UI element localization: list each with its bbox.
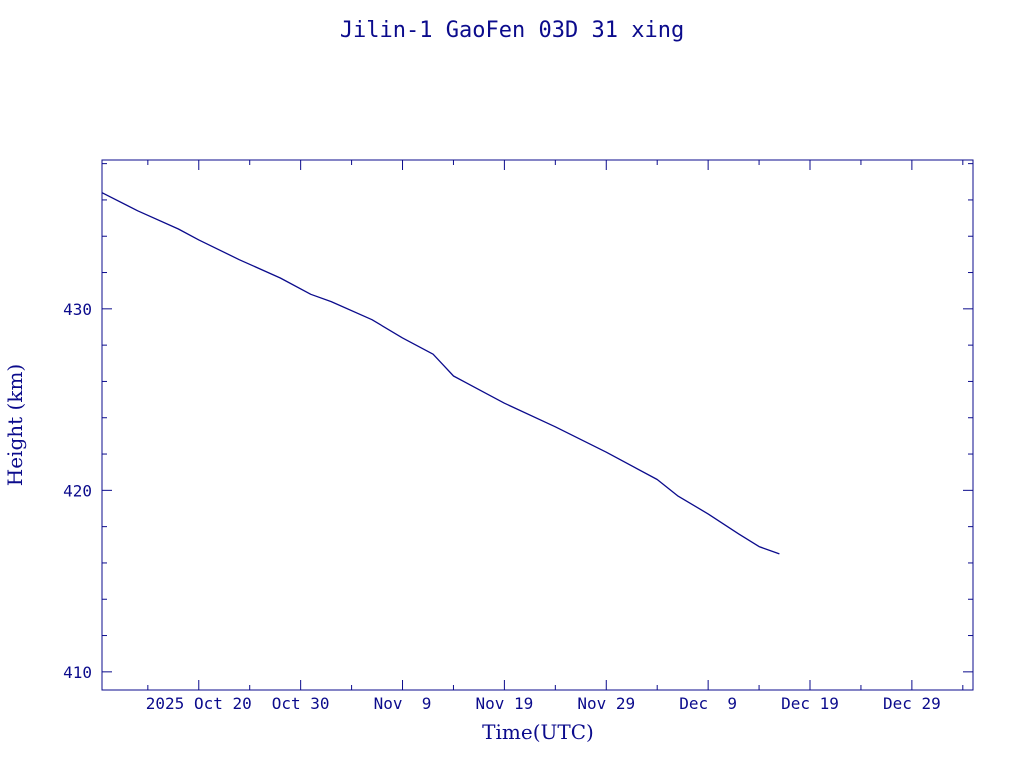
series-group — [101, 192, 780, 555]
y-tick-label: 410 — [63, 663, 92, 682]
y-axis-label: Height (km) — [3, 364, 27, 486]
y-tick-label: 430 — [63, 300, 92, 319]
x-tick-label: Nov 29 — [577, 694, 635, 713]
x-tick-label: Dec 29 — [883, 694, 941, 713]
height-series-line — [101, 192, 780, 555]
x-tick-label: Dec 19 — [781, 694, 839, 713]
y-axis-ticks: 410 420 430 — [63, 163, 973, 682]
x-tick-label: Nov 9 — [374, 694, 432, 713]
x-axis-ticks: 2025 Oct 20 Oct 30 Nov 9 Nov 19 Nov 29 Dec 9 D… — [146, 160, 964, 713]
x-tick-label: Dec 9 — [679, 694, 737, 713]
x-tick-label: 2025 Oct 20 — [146, 694, 252, 713]
x-axis-label: Time(UTC) — [482, 720, 594, 744]
x-tick-label: Nov 19 — [475, 694, 533, 713]
x-tick-label: Oct 30 — [272, 694, 330, 713]
chart-title: Jilin-1 GaoFen 03D 31 xing — [340, 18, 684, 43]
y-tick-label: 420 — [63, 481, 92, 500]
plot-frame — [101, 159, 974, 691]
